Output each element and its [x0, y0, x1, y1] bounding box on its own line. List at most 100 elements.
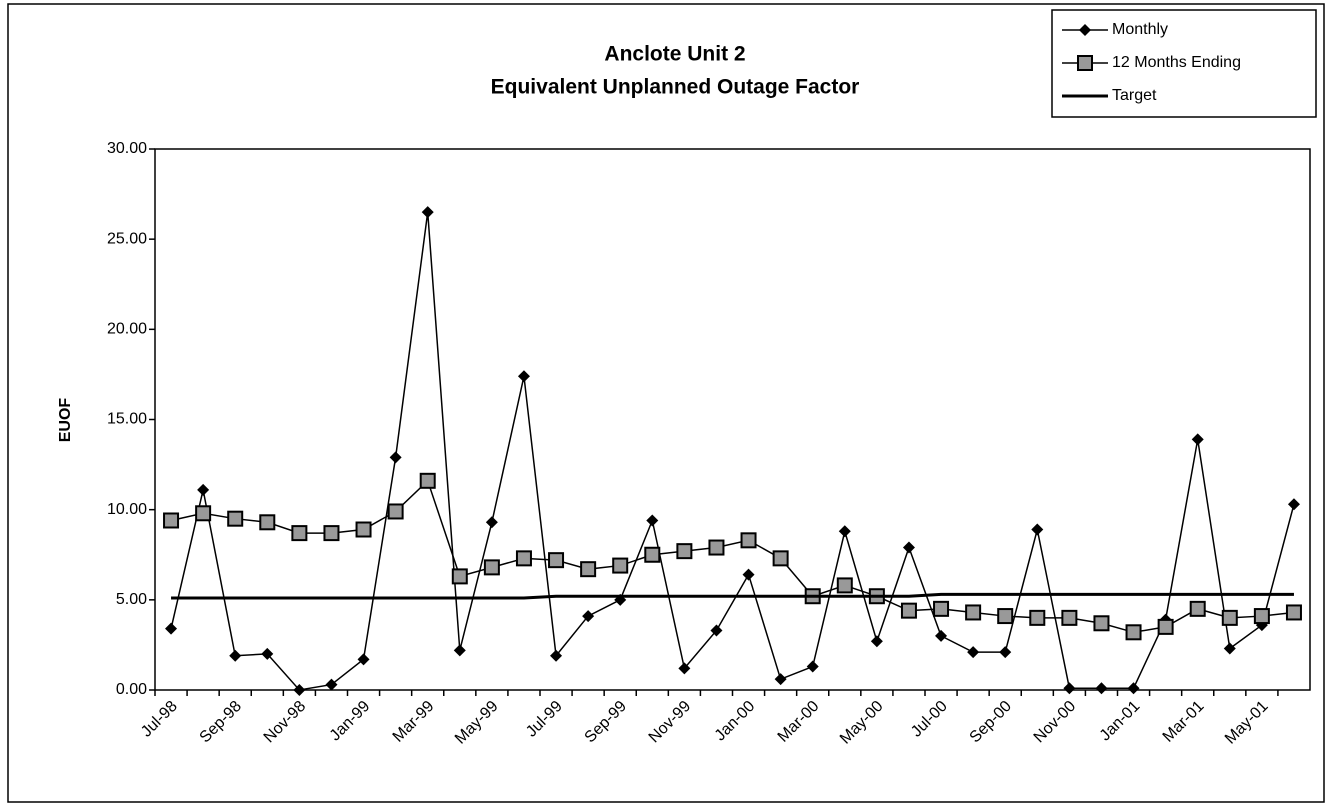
marker-diamond: [453, 644, 466, 657]
x-tick-label: Jan-00: [712, 698, 759, 745]
marker-diamond: [935, 629, 948, 642]
marker-square: [1029, 609, 1046, 626]
marker-square: [483, 559, 500, 576]
marker-square: [1157, 618, 1174, 635]
marker-diamond: [967, 646, 980, 659]
x-tick-label: Sep-99: [582, 698, 631, 747]
series-line: [170, 479, 1295, 634]
marker-diamond: [325, 678, 338, 691]
marker-square: [1189, 600, 1206, 617]
marker-diamond: [870, 635, 883, 648]
marker-square: [548, 552, 565, 569]
marker-square: [259, 514, 276, 531]
marker-diamond: [165, 622, 178, 635]
marker-diamond: [293, 684, 306, 696]
x-tick-label: Jan-01: [1097, 698, 1144, 745]
marker-square: [323, 525, 340, 542]
y-tick-label: 30.00: [107, 140, 147, 157]
x-tick-label: Nov-98: [261, 698, 310, 747]
marker-square: [451, 568, 468, 585]
marker-diamond: [646, 514, 659, 527]
marker-diamond: [485, 516, 498, 529]
marker-square: [291, 525, 308, 542]
legend-label: 12 Months Ending: [1112, 54, 1241, 71]
marker-diamond: [1079, 24, 1091, 36]
y-tick-label: 10.00: [107, 501, 147, 518]
y-tick-label: 5.00: [116, 591, 147, 608]
marker-square: [933, 600, 950, 617]
marker-diamond: [229, 649, 242, 662]
x-tick-label: Jan-99: [327, 698, 374, 745]
y-axis-label: EUOF: [57, 398, 74, 443]
marker-diamond: [1287, 498, 1300, 511]
marker-diamond: [678, 662, 691, 675]
marker-square: [676, 543, 693, 560]
marker-square: [1077, 55, 1093, 71]
marker-diamond: [389, 451, 402, 464]
marker-diamond: [517, 370, 530, 383]
marker-square: [387, 503, 404, 520]
x-tick-label: Mar-00: [775, 698, 823, 746]
marker-diamond: [197, 483, 210, 496]
y-tick-label: 0.00: [116, 681, 147, 698]
marker-square: [740, 532, 757, 549]
marker-square: [515, 550, 532, 567]
marker-diamond: [550, 649, 563, 662]
marker-square: [1093, 615, 1110, 632]
marker-diamond: [582, 610, 595, 623]
marker-diamond: [999, 646, 1012, 659]
marker-square: [836, 577, 853, 594]
marker-diamond: [1063, 682, 1076, 695]
y-tick-label: 15.00: [107, 411, 147, 428]
marker-square: [1061, 609, 1078, 626]
chart-border: [7, 3, 1325, 803]
series-line: [170, 212, 1295, 691]
marker-diamond: [902, 541, 915, 554]
marker-diamond: [1095, 682, 1108, 695]
series-line: [171, 592, 1294, 600]
marker-square: [644, 546, 661, 563]
marker-square: [195, 505, 212, 522]
marker-square: [900, 602, 917, 619]
x-tick-label: May-01: [1222, 698, 1272, 748]
marker-square: [612, 557, 629, 574]
x-tick-label: Nov-00: [1031, 698, 1080, 747]
marker-diamond: [774, 673, 787, 686]
marker-square: [997, 608, 1014, 625]
x-tick-label: Jul-99: [523, 698, 566, 741]
marker-diamond: [357, 653, 370, 666]
plot-area: [154, 148, 1311, 691]
marker-square: [1253, 608, 1270, 625]
x-tick-label: Sep-00: [967, 698, 1016, 747]
marker-diamond: [742, 568, 755, 581]
x-tick-label: Sep-98: [197, 698, 246, 747]
x-tick-label: Mar-01: [1160, 698, 1208, 746]
marker-square: [419, 472, 436, 489]
x-tick-label: May-99: [452, 698, 502, 748]
marker-square: [580, 561, 597, 578]
chart-title: Anclote Unit 2: [604, 43, 745, 66]
x-tick-label: Mar-99: [390, 698, 438, 746]
marker-square: [1285, 604, 1302, 621]
y-tick-label: 25.00: [107, 230, 147, 247]
x-tick-label: Nov-99: [646, 698, 695, 747]
x-tick-label: May-00: [837, 698, 887, 748]
x-tick-label: Jul-00: [908, 698, 951, 741]
marker-diamond: [838, 525, 851, 538]
chart-subtitle: Equivalent Unplanned Outage Factor: [491, 76, 860, 99]
x-tick-label: Jul-98: [138, 698, 181, 741]
y-tick-label: 20.00: [107, 321, 147, 338]
marker-square: [965, 604, 982, 621]
marker-diamond: [421, 206, 434, 219]
legend-label: Monthly: [1112, 21, 1168, 38]
marker-square: [708, 539, 725, 556]
marker-diamond: [1191, 433, 1204, 446]
marker-diamond: [806, 660, 819, 673]
marker-square: [1125, 624, 1142, 641]
marker-diamond: [1223, 642, 1236, 655]
marker-square: [772, 550, 789, 567]
marker-diamond: [710, 624, 723, 637]
marker-diamond: [1127, 682, 1140, 695]
marker-square: [1221, 609, 1238, 626]
